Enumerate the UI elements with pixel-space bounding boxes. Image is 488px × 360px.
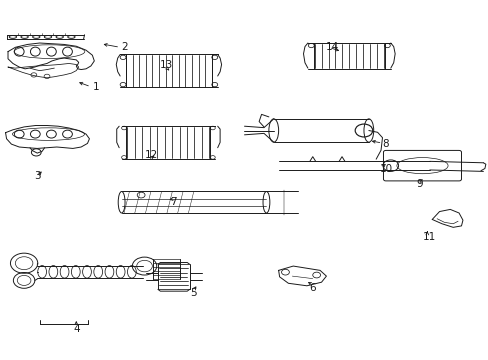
Text: 13: 13 [160, 60, 173, 70]
Text: 6: 6 [309, 283, 315, 293]
Text: 2: 2 [122, 42, 128, 52]
Text: 4: 4 [73, 324, 80, 334]
Text: 1: 1 [92, 82, 99, 92]
Text: 9: 9 [416, 179, 423, 189]
Text: 8: 8 [382, 139, 388, 149]
Text: 7: 7 [170, 197, 177, 207]
Text: 5: 5 [190, 288, 196, 298]
Text: 11: 11 [422, 232, 435, 242]
Text: 10: 10 [379, 164, 392, 174]
Text: 14: 14 [325, 42, 338, 52]
Text: 3: 3 [34, 171, 41, 181]
Text: 12: 12 [145, 150, 158, 160]
